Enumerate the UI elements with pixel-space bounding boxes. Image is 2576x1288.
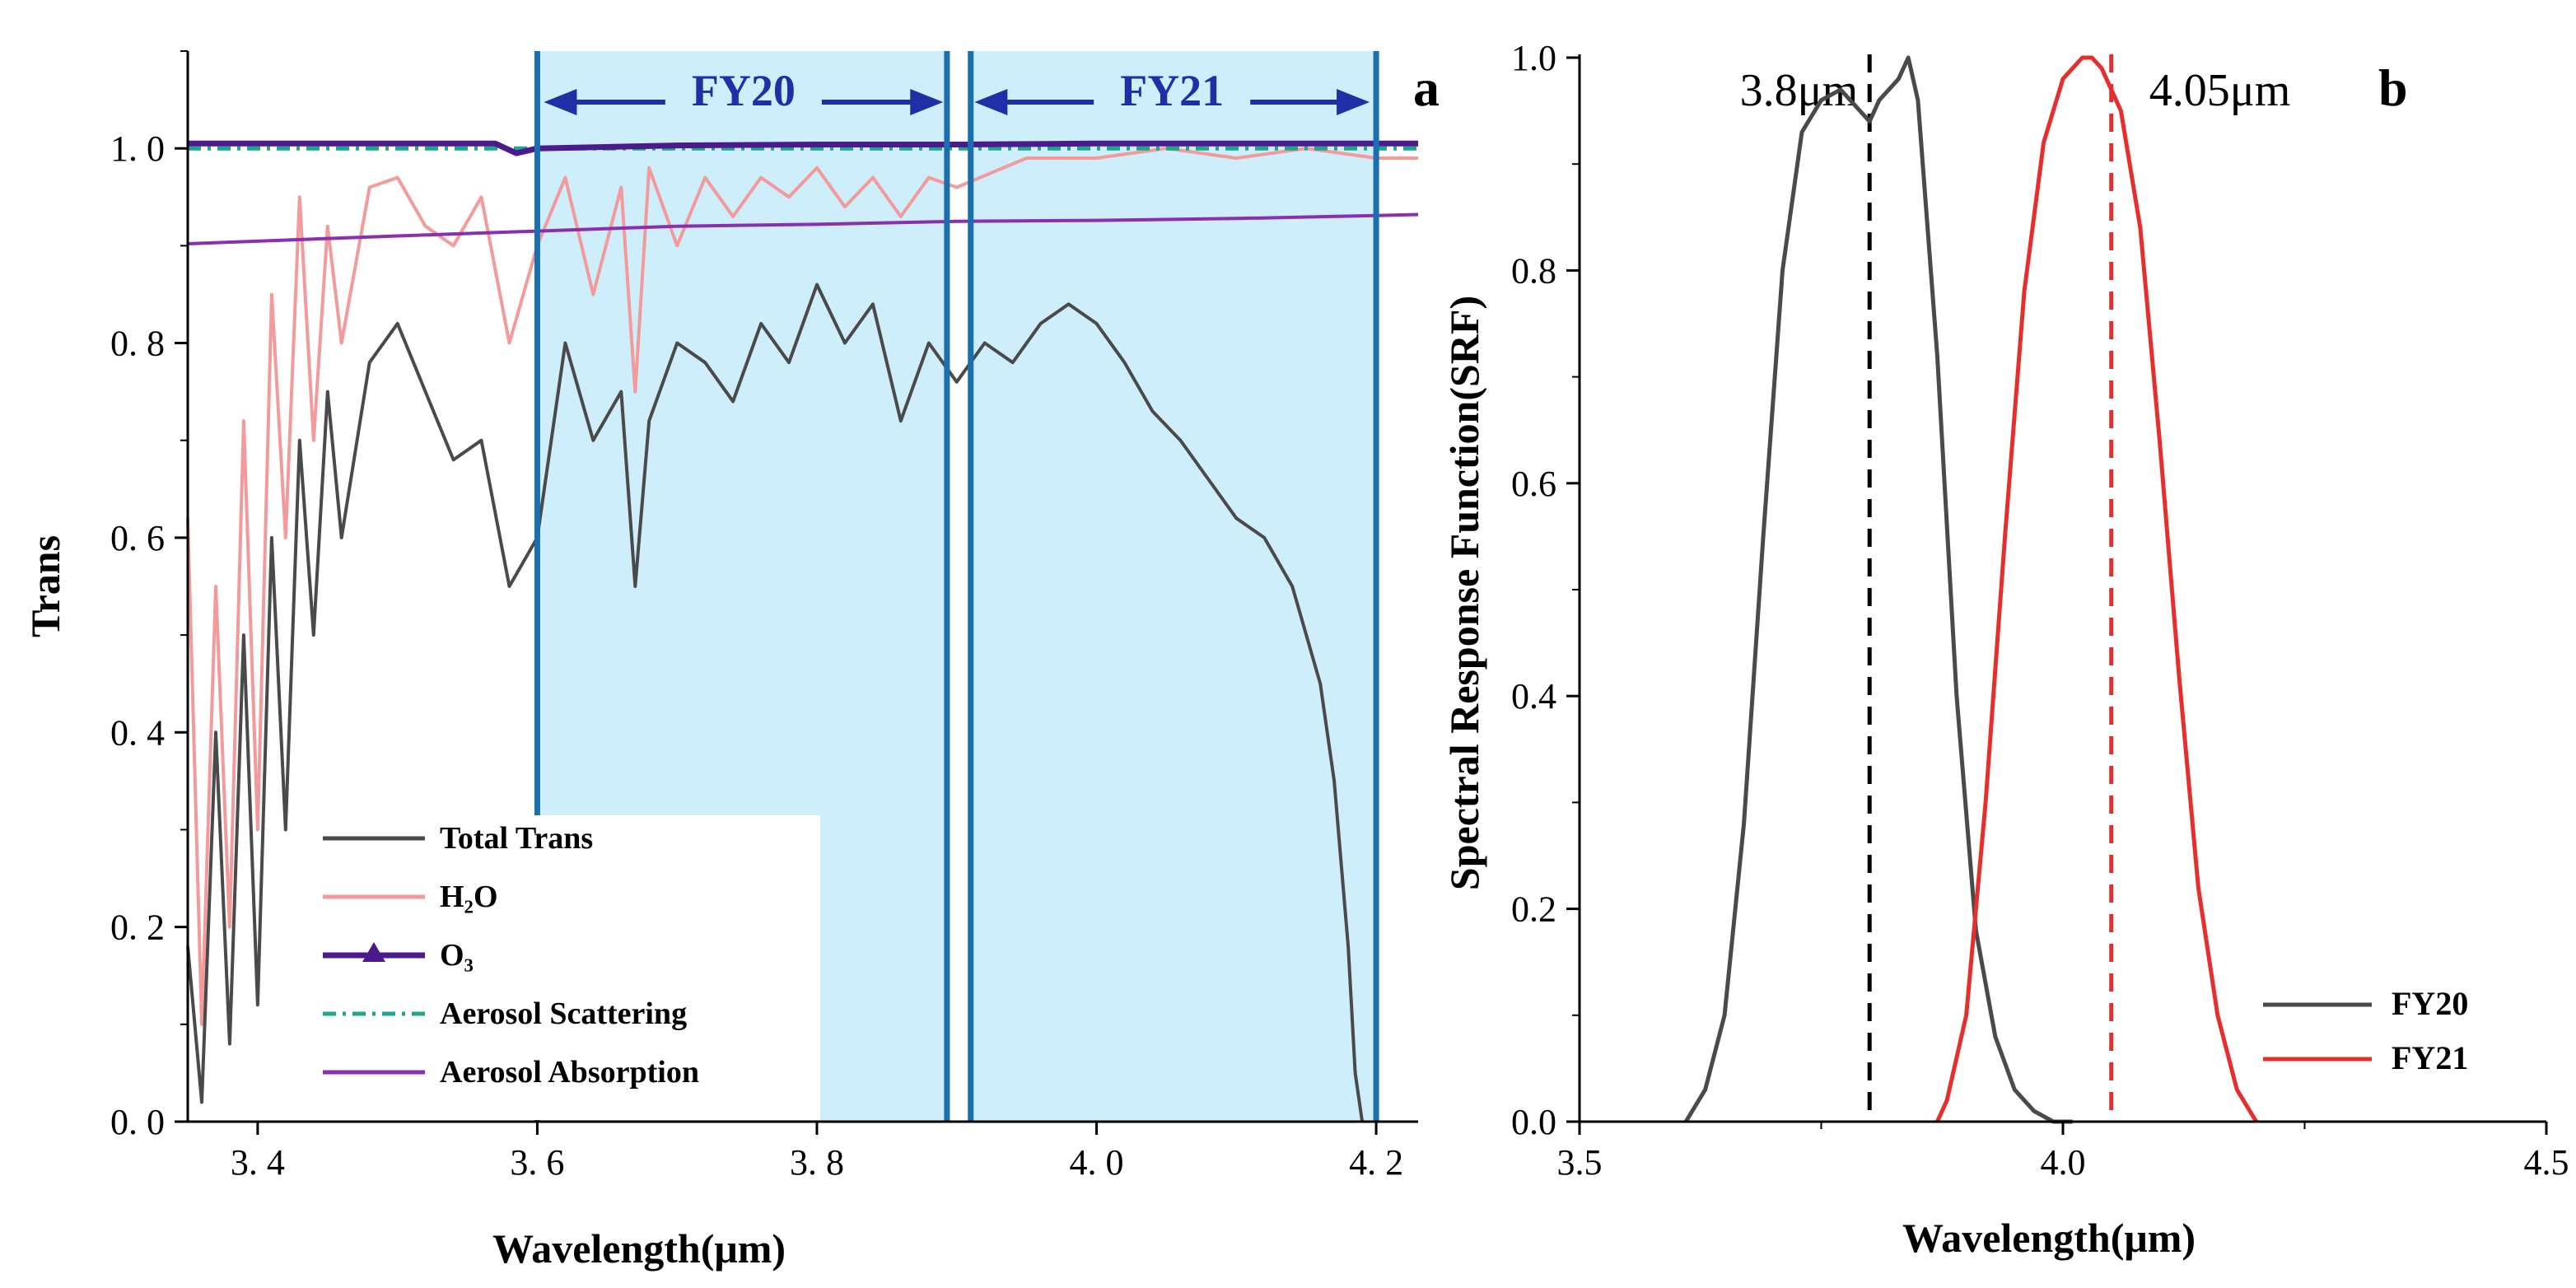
a-y-axis-label: Trans bbox=[22, 535, 68, 637]
b-x-tick-label: 4.0 bbox=[2041, 1142, 2086, 1183]
a-y-tick-label: 0. 4 bbox=[110, 712, 165, 753]
series-b-1 bbox=[1935, 55, 2258, 1123]
a-y-tick-label: 1. 0 bbox=[110, 128, 165, 169]
band-arrowhead-right-0 bbox=[910, 89, 944, 115]
band-arrowhead-right-1 bbox=[1337, 89, 1370, 115]
a-legend-box bbox=[310, 815, 820, 1120]
a-band-labels: FY20 FY21 bbox=[544, 66, 1370, 115]
a-x-tick-label: 3. 6 bbox=[510, 1142, 564, 1183]
a-ticks: 3. 4 3. 6 3. 8 4. 0 4. 2 0. 0 0. 2 0. 4 0. 6 0. 8… bbox=[110, 50, 1403, 1183]
b-y-tick-label: 0.6 bbox=[1511, 464, 1556, 504]
a-legend-marker-triangle bbox=[362, 942, 385, 962]
panel-a: FY20 FY21 3. 4 3. 6 3. 8 4. 0 4. 2 0. 0 0. 2 0. … bbox=[22, 50, 1440, 1272]
b-legend-label-1: FY21 bbox=[2392, 1039, 2468, 1076]
b-axes bbox=[1578, 54, 2546, 1123]
b-y-tick-label: 0.8 bbox=[1511, 250, 1556, 291]
series-a-2 bbox=[188, 140, 1418, 156]
a-x-tick-label: 3. 4 bbox=[231, 1142, 285, 1183]
b-y-tick-label: 1.0 bbox=[1511, 38, 1556, 78]
b-y-tick-label: 0.2 bbox=[1511, 889, 1556, 930]
b-legend: FY20 FY21 bbox=[2263, 985, 2468, 1076]
a-legend: Total Trans H₂O O₃ Aerosol Scattering Aeroso… bbox=[310, 815, 820, 1120]
a-axes bbox=[186, 51, 1418, 1123]
b-y-axis-label: Spectral Response Function(SRF) bbox=[1441, 296, 1487, 890]
a-y-tick-label: 0. 0 bbox=[110, 1102, 165, 1142]
a-x-axis-label: Wavelength(μm) bbox=[492, 1225, 786, 1272]
a-legend-label-2: O₃ bbox=[440, 938, 474, 973]
center-line-label-1: 4.05μm bbox=[2149, 65, 2291, 116]
b-x-axis-label: Wavelength(μm) bbox=[1902, 1215, 2196, 1261]
band-arrowhead-left-0 bbox=[544, 89, 577, 115]
b-series-group bbox=[1683, 55, 2258, 1124]
b-ticks: 3.5 4.0 4.5 0.0 0.2 0.4 0.6 0.8 1.0 bbox=[1511, 38, 2569, 1183]
b-x-tick-label: 4.5 bbox=[2524, 1142, 2569, 1183]
a-legend-label-3: Aerosol Scattering bbox=[440, 996, 687, 1031]
b-center-lines: 3.8μm 4.05μm bbox=[1740, 54, 2291, 1122]
a-y-tick-label: 0. 2 bbox=[110, 908, 165, 948]
a-panel-label: a bbox=[1413, 58, 1440, 117]
series-b-0 bbox=[1683, 55, 2073, 1124]
a-x-tick-label: 4. 2 bbox=[1349, 1142, 1403, 1183]
b-y-tick-label: 0.0 bbox=[1511, 1102, 1556, 1142]
a-y-tick-label: 0. 8 bbox=[110, 324, 165, 364]
panel-b: 3.8μm 4.05μm 3.5 4.0 4.50.00.20.40.60.81.0 … bbox=[1441, 38, 2569, 1261]
band-label-1: FY21 bbox=[1120, 66, 1224, 115]
b-x-tick-label: 3.5 bbox=[1557, 1142, 1603, 1183]
b-legend-label-0: FY20 bbox=[2392, 985, 2468, 1022]
band-fy21 bbox=[968, 51, 1377, 1122]
series-a-0 bbox=[186, 282, 1365, 1122]
b-panel-label: b bbox=[2378, 58, 2408, 117]
a-x-tick-label: 4. 0 bbox=[1070, 1142, 1124, 1183]
band-label-0: FY20 bbox=[692, 66, 796, 115]
a-legend-label-1: H₂O bbox=[440, 880, 498, 914]
series-a-4 bbox=[187, 212, 1419, 245]
b-y-tick-label: 0.4 bbox=[1511, 676, 1556, 716]
a-series-group bbox=[186, 140, 1419, 1122]
band-arrowhead-left-1 bbox=[974, 89, 1008, 115]
a-y-tick-label: 0. 6 bbox=[110, 518, 165, 558]
a-legend-label-0: Total Trans bbox=[440, 821, 593, 856]
a-legend-label-4: Aerosol Absorption bbox=[440, 1055, 699, 1090]
a-x-tick-label: 3. 8 bbox=[790, 1142, 844, 1183]
